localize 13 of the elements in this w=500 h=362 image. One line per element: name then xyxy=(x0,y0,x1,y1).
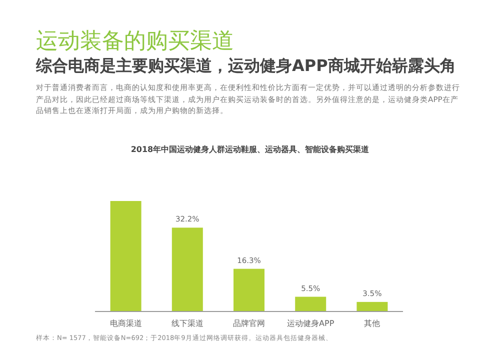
x-tick-label: 线下渠道 xyxy=(171,319,204,328)
x-tick-label: 其他 xyxy=(364,319,380,328)
bar xyxy=(110,201,142,311)
x-tick-label: 品牌官网 xyxy=(233,319,265,328)
bar xyxy=(356,302,388,311)
bar xyxy=(234,268,264,311)
chart-title: 运动装备的购买渠道 xyxy=(36,28,234,56)
bar xyxy=(172,228,203,311)
chart-subtitle: 综合电商是主要购买渠道，运动健身APP商城开始崭露头角 xyxy=(36,56,456,77)
bar xyxy=(295,296,326,311)
text: 2018年中国运动健身人群运动鞋服、运动器具、智能设备购买渠道 xyxy=(130,144,370,155)
x-tick-label: 运动健身APP xyxy=(287,319,334,328)
x-tick-label: 电商渠道 xyxy=(110,319,142,328)
